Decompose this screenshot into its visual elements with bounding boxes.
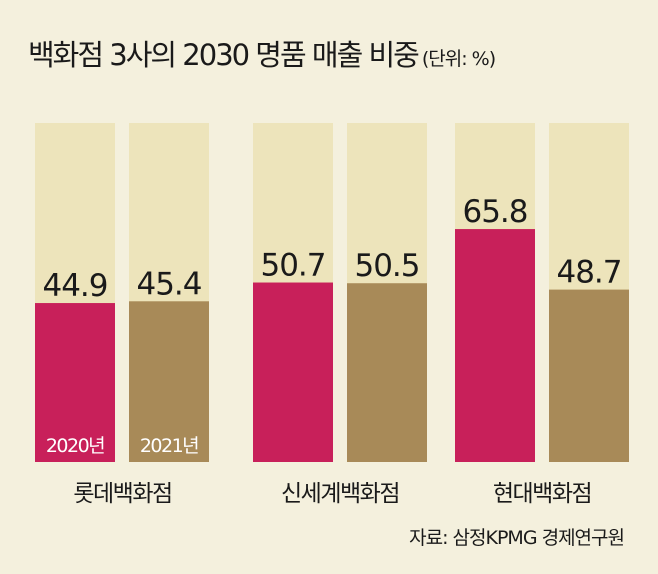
category-label-hyundai: 현대백화점 xyxy=(492,481,593,507)
value-label: 44.9 xyxy=(42,268,107,304)
bar-2021년-현대백화점 xyxy=(549,289,629,462)
bar-2020년-현대백화점 xyxy=(455,229,535,462)
bar-2021년-신세계백화점 xyxy=(347,283,427,462)
value-label: 65.8 xyxy=(462,194,527,230)
value-label: 50.7 xyxy=(260,248,325,284)
value-label: 45.4 xyxy=(136,266,201,302)
unit-label: (단위: %) xyxy=(421,48,496,70)
value-label: 50.5 xyxy=(354,248,419,284)
legend-label-2021년: 2021년 xyxy=(140,435,198,457)
chart-title: 백화점 3사의 2030 명품 매출 비중 (단위: %) xyxy=(28,32,496,74)
value-label: 48.7 xyxy=(556,255,621,291)
bar-2020년-롯데백화점 xyxy=(35,303,115,462)
legend-label-2020년: 2020년 xyxy=(46,435,104,457)
bar-2020년-신세계백화점 xyxy=(253,282,333,462)
category-label-shinsegae: 신세계백화점 xyxy=(281,481,400,507)
category-label-lotte: 롯데백화점 xyxy=(73,481,173,507)
title-text: 백화점 3사의 2030 명품 매출 비중 xyxy=(28,38,420,72)
bar-2021년-롯데백화점 xyxy=(129,301,209,462)
source-note: 자료: 삼정KPMG 경제연구원 xyxy=(409,527,625,549)
